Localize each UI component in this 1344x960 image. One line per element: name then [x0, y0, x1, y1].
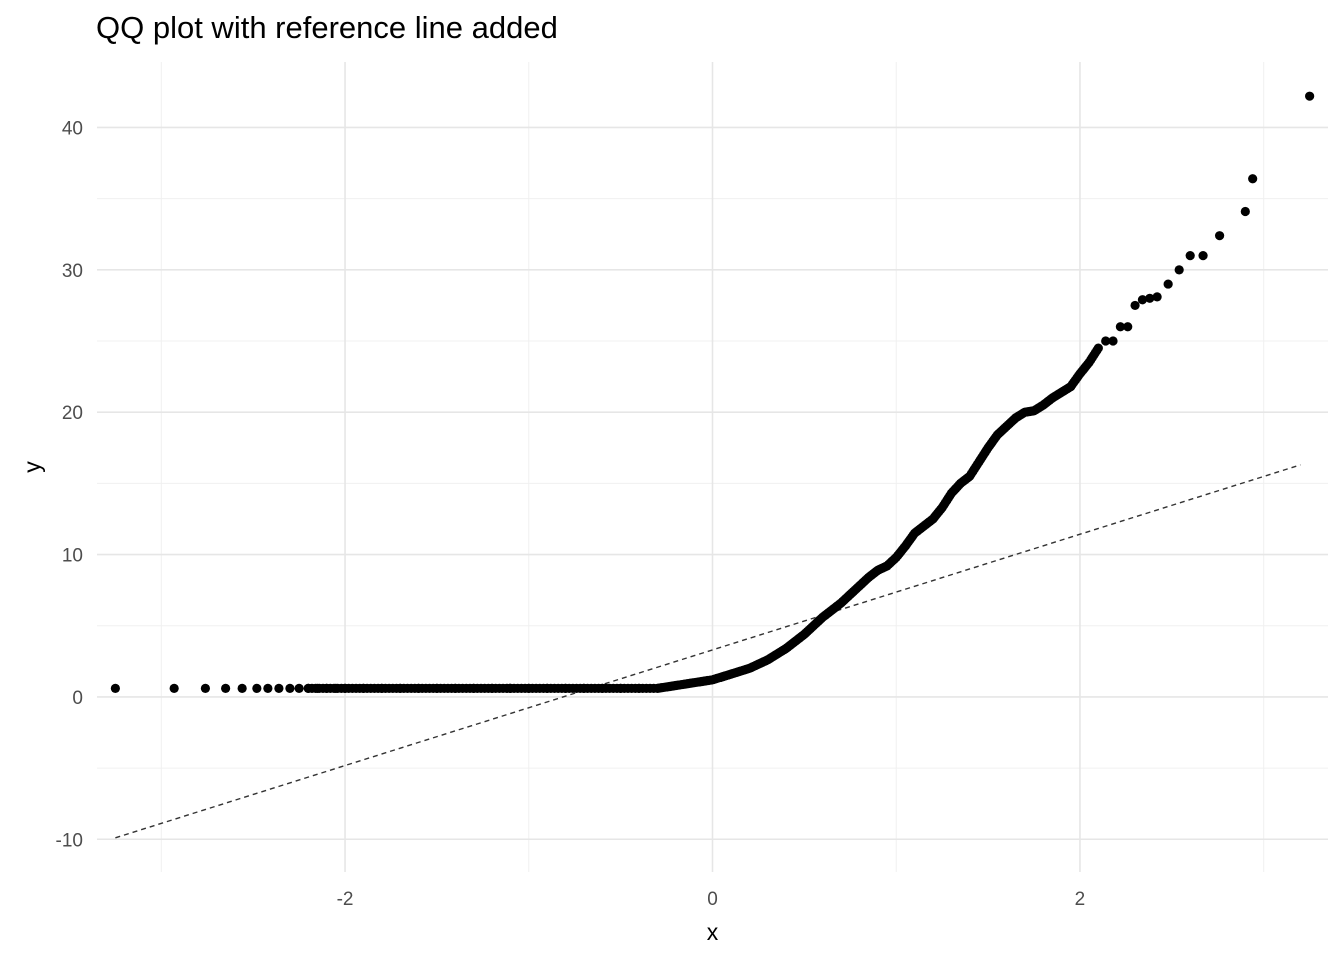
reference-line-layer [115, 464, 1301, 839]
data-point [1137, 295, 1148, 305]
data-point [110, 683, 120, 693]
data-point [237, 683, 247, 693]
data-point [1145, 293, 1155, 303]
data-point [200, 683, 211, 693]
data-point [294, 683, 304, 693]
y-axis-title: y [19, 461, 45, 473]
grid-major [97, 62, 1328, 872]
data-point [252, 683, 262, 693]
data-point [274, 683, 284, 693]
data-point [1163, 279, 1173, 289]
data-point [1152, 292, 1162, 302]
x-tick-label: 2 [1075, 889, 1086, 910]
data-point [1248, 174, 1258, 184]
x-tick-label: 0 [707, 889, 718, 910]
data-point [285, 683, 295, 693]
data-point [1092, 345, 1102, 356]
y-tick-label: 40 [62, 118, 83, 139]
data-point [1101, 336, 1111, 346]
y-tick-label: 30 [62, 261, 83, 282]
data-point [1123, 322, 1133, 332]
data-point [169, 683, 179, 693]
data-point [1130, 300, 1140, 311]
data-point [1185, 251, 1195, 261]
chart-title: QQ plot with reference line added [96, 10, 558, 45]
data-point [1115, 322, 1125, 332]
data-point [1108, 336, 1118, 346]
data-point [221, 683, 231, 693]
data-point [1174, 265, 1184, 275]
x-axis-title: x [707, 919, 719, 945]
data-point [263, 683, 273, 693]
x-tick-label: -2 [337, 889, 354, 910]
x-tick-labels: -2 0 2 [337, 889, 1086, 910]
y-tick-label: -10 [56, 830, 83, 851]
y-tick-label: 20 [62, 403, 83, 424]
data-point [1198, 251, 1208, 261]
y-tick-labels: -10 0 10 20 30 40 [56, 118, 83, 851]
reference-line [115, 464, 1301, 839]
y-tick-label: 10 [62, 546, 83, 567]
data-point [1214, 231, 1225, 241]
data-point [1305, 91, 1315, 101]
data-point [1240, 206, 1250, 217]
points-layer [110, 91, 1315, 693]
y-tick-label: 0 [72, 688, 83, 709]
